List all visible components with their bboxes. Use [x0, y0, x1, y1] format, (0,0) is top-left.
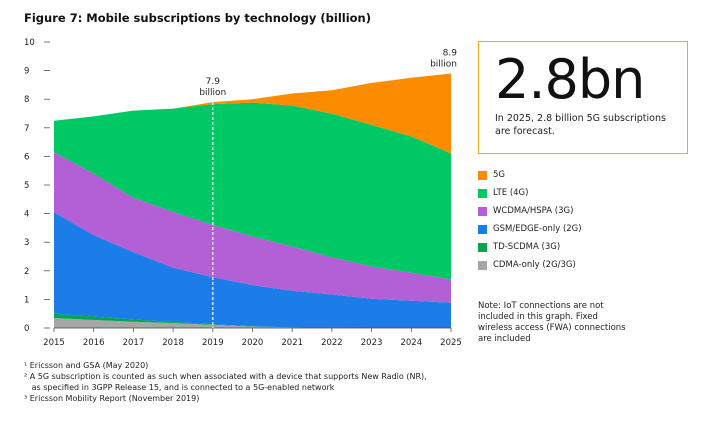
x-tick-label: 2021 — [281, 338, 303, 348]
x-tick-label: 2024 — [400, 338, 422, 348]
legend-swatch — [478, 188, 487, 198]
legend-item: WCDMA/HSPA (3G) — [478, 202, 582, 220]
x-tick-label: 2025 — [440, 338, 462, 348]
annotation-value: 8.9 — [443, 48, 458, 58]
legend-label: LTE (4G) — [493, 188, 529, 198]
callout-text: In 2025, 2.8 billion 5G subscriptions ar… — [495, 113, 666, 137]
area-series-4 — [54, 102, 451, 280]
axes: 0 1 2 3 4 5 6 7 8 9 10 2015 2016 2017 2018 2019 2020 2021… — [24, 38, 462, 348]
note-text: Note: IoT connections are not included i… — [478, 301, 626, 344]
area-layers — [54, 73, 451, 328]
legend-swatch — [478, 224, 487, 234]
area-series-1 — [54, 313, 451, 328]
annotation-unit: billion — [199, 88, 226, 98]
legend-label: WCDMA/HSPA (3G) — [493, 206, 574, 216]
y-tick-label: 6 — [24, 152, 29, 162]
legend-item: LTE (4G) — [478, 184, 582, 202]
y-tick-label: 10 — [24, 38, 35, 48]
x-tick-label: 2017 — [123, 338, 145, 348]
x-tick-label: 2015 — [43, 338, 65, 348]
legend-item: TD-SCDMA (3G) — [478, 238, 582, 256]
y-tick-label: 0 — [24, 324, 29, 334]
legend-label: CDMA-only (2G/3G) — [493, 260, 576, 270]
legend-item: 5G — [478, 166, 582, 184]
footnote: ³ Ericsson Mobility Report (November 201… — [24, 394, 200, 403]
annotation-value: 7.9 — [206, 77, 221, 87]
legend-swatch — [478, 260, 487, 270]
legend-swatch — [478, 242, 487, 252]
area-series-5 — [54, 73, 451, 154]
legend-label: GSM/EDGE-only (2G) — [493, 224, 582, 234]
area-series-0 — [54, 318, 451, 328]
area-series-3 — [54, 152, 451, 303]
x-tick-label: 2023 — [361, 338, 383, 348]
footnotes: ¹ Ericsson and GSA (May 2020) ² A 5G subs… — [24, 360, 427, 404]
figure-title: Figure 7: Mobile subscriptions by techno… — [24, 11, 371, 25]
x-tick-label: 2018 — [162, 338, 184, 348]
annotation-unit: billion — [430, 59, 457, 69]
y-tick-label: 1 — [24, 295, 29, 305]
x-tick-label: 2022 — [321, 338, 343, 348]
footnote: ¹ Ericsson and GSA (May 2020) — [24, 361, 149, 370]
callout-value: 2.8bn — [495, 48, 645, 111]
legend-swatch — [478, 170, 487, 180]
legend: 5G LTE (4G) WCDMA/HSPA (3G) GSM/EDGE-only (… — [478, 166, 582, 274]
legend-swatch — [478, 206, 487, 216]
footnote: ² A 5G subscription is counted as such w… — [24, 372, 427, 381]
stacked-area-chart: 0 1 2 3 4 5 6 7 8 9 10 2015 2016 2017 2018 2019 2020 2021… — [24, 38, 462, 348]
y-tick-label: 4 — [24, 210, 29, 220]
y-tick-label: 9 — [24, 67, 29, 77]
legend-item: CDMA-only (2G/3G) — [478, 256, 582, 274]
y-tick-label: 5 — [24, 181, 29, 191]
y-tick-label: 7 — [24, 124, 29, 134]
forecast-callout: 2.8bn In 2025, 2.8 billion 5G subscripti… — [478, 41, 688, 154]
area-series-2 — [54, 212, 451, 328]
y-tick-label: 3 — [24, 238, 29, 248]
y-tick-label: 8 — [24, 95, 29, 105]
y-tick-label: 2 — [24, 267, 29, 277]
legend-item: GSM/EDGE-only (2G) — [478, 220, 582, 238]
legend-label: TD-SCDMA (3G) — [493, 242, 561, 252]
x-tick-label: 2019 — [202, 338, 224, 348]
x-tick-label: 2020 — [242, 338, 264, 348]
footnote: as specified in 3GPP Release 15, and is … — [24, 383, 335, 392]
legend-label: 5G — [493, 170, 505, 180]
x-tick-label: 2016 — [83, 338, 105, 348]
